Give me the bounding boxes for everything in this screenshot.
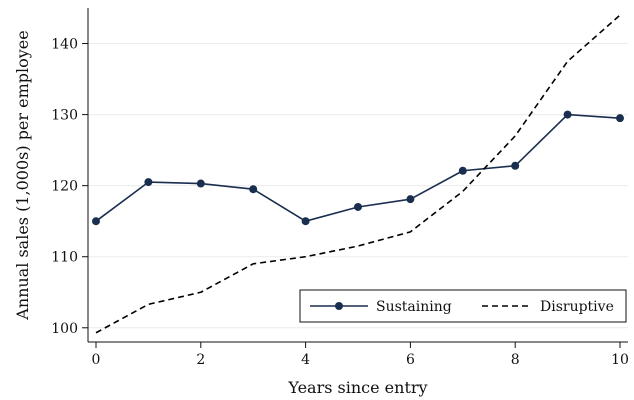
x-tick-label-10: 10	[611, 352, 629, 368]
point-sustaining-0	[92, 217, 100, 226]
y-tick-label-140: 140	[51, 37, 78, 53]
x-tick-label-8: 8	[511, 352, 520, 368]
axes: 100 110 120 130 140 0 2 4 6 8 10	[51, 8, 629, 368]
x-tick-label-6: 6	[406, 352, 415, 368]
gridlines	[88, 43, 628, 329]
x-tick-label-4: 4	[301, 352, 310, 368]
x-axis-title: Years since entry	[287, 378, 427, 397]
point-sustaining-6	[406, 195, 415, 204]
point-sustaining-1	[144, 178, 153, 187]
point-sustaining-2	[196, 179, 205, 188]
legend-label-sustaining: Sustaining	[376, 299, 452, 315]
y-tick-label-130: 130	[51, 108, 78, 124]
point-sustaining-8	[511, 161, 520, 170]
legend: Sustaining Disruptive	[299, 289, 627, 323]
point-sustaining-3	[249, 185, 258, 194]
point-sustaining-7	[458, 166, 467, 175]
series-layer	[92, 14, 624, 334]
point-sustaining-9	[563, 110, 572, 119]
y-axis-title: Annual sales (1,000s) per employee	[13, 30, 32, 320]
legend-marker-sustaining	[335, 302, 343, 310]
y-tick-label-120: 120	[51, 179, 78, 195]
legend-label-disruptive: Disruptive	[540, 299, 614, 315]
point-sustaining-5	[354, 202, 362, 211]
series-line-disruptive	[95, 14, 621, 334]
y-tick-label-110: 110	[51, 250, 78, 266]
point-sustaining-10	[616, 114, 624, 123]
x-tick-label-2: 2	[196, 352, 205, 368]
point-sustaining-4	[301, 217, 310, 226]
y-tick-label-100: 100	[51, 321, 78, 337]
x-tick-label-0: 0	[92, 352, 101, 368]
